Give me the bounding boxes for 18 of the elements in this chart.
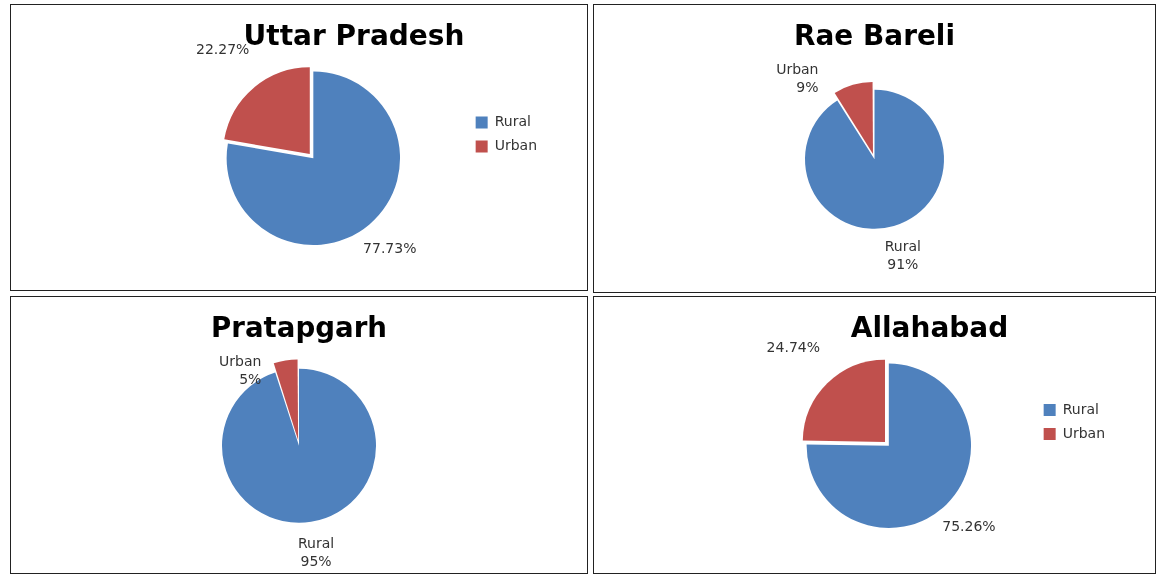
chart-title: Rae Bareli — [794, 19, 955, 53]
legend-label: Urban — [1062, 424, 1105, 441]
legend-label: Rural — [1062, 400, 1099, 417]
data-label: 75.26% — [942, 517, 996, 534]
legend-label: Rural — [494, 113, 531, 130]
slice-label: Urban — [776, 61, 819, 78]
slice-label: Rural — [884, 238, 921, 255]
data-label: 24.74% — [766, 339, 821, 356]
chart-title: Pratapgarh — [211, 310, 387, 345]
data-label: 5% — [239, 371, 262, 388]
data-label: 95% — [300, 553, 332, 570]
slice-label: Rural — [297, 535, 335, 552]
legend-label: Urban — [494, 137, 537, 154]
chart-title: Allahabad — [850, 311, 1009, 345]
slice-label: Urban — [219, 353, 262, 370]
data-label: 9% — [796, 79, 819, 96]
data-label: 91% — [887, 256, 919, 273]
data-label: 77.73% — [363, 239, 417, 256]
